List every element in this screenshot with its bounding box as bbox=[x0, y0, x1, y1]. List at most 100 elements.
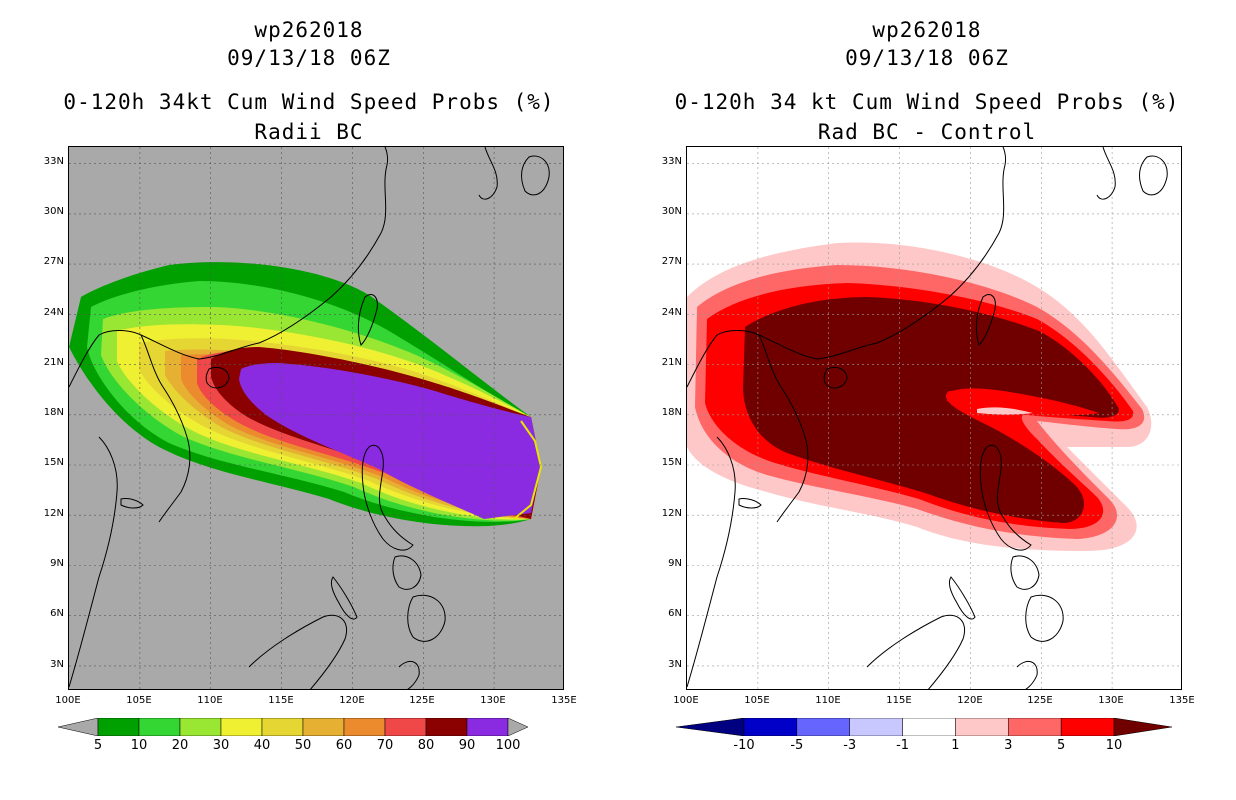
palawan bbox=[330, 576, 358, 620]
thailand-peninsula bbox=[69, 436, 118, 688]
colorbar-swatch bbox=[955, 718, 1009, 736]
map-canvas bbox=[69, 147, 563, 689]
colorbar-swatch bbox=[138, 718, 181, 736]
lon-label: 125E bbox=[1027, 695, 1053, 706]
colorbar bbox=[676, 718, 1172, 736]
lon-label: 135E bbox=[551, 695, 577, 706]
map-canvas bbox=[687, 147, 1181, 689]
colorbar-left-arrow bbox=[676, 718, 745, 736]
chart-title: 0-120h 34kt Cum Wind Speed Probs (%) bbox=[63, 90, 555, 114]
colorbar-swatch bbox=[384, 718, 427, 736]
coastlines bbox=[687, 147, 1168, 689]
hainan bbox=[205, 366, 230, 389]
colorbar-swatch bbox=[179, 718, 222, 736]
colorbar-tick-label: 5 bbox=[1057, 738, 1066, 753]
colorbar-swatch bbox=[743, 718, 798, 736]
colorbar-right-arrow bbox=[1113, 718, 1172, 736]
colorbar-tick-label: 70 bbox=[376, 738, 394, 753]
chart-subtitle: Radii BC bbox=[254, 120, 364, 144]
coastlines bbox=[69, 147, 550, 689]
lon-label: 100E bbox=[55, 695, 81, 706]
vietnam-coast bbox=[140, 334, 191, 523]
hainan bbox=[823, 366, 848, 389]
chart-title: 0-120h 34 kt Cum Wind Speed Probs (%) bbox=[674, 90, 1180, 114]
cambodia-lake bbox=[120, 498, 144, 509]
mindanao bbox=[1025, 594, 1064, 642]
colorbar-tick-label: 50 bbox=[294, 738, 312, 753]
diff-gap-inner bbox=[977, 407, 1033, 415]
lon-label: 120E bbox=[339, 695, 365, 706]
colorbar-tick-label: 10 bbox=[130, 738, 148, 753]
colorbar-tick-label: 100 bbox=[495, 738, 521, 753]
korea-coast bbox=[478, 147, 498, 200]
grid-lines bbox=[687, 147, 1181, 689]
colorbar-tick-label: 90 bbox=[458, 738, 476, 753]
datetime: 09/13/18 06Z bbox=[227, 46, 391, 70]
diff-gap bbox=[947, 388, 1099, 416]
prob-band-100 bbox=[239, 363, 541, 519]
lat-label: 27N bbox=[43, 256, 64, 267]
colorbar-swatch bbox=[796, 718, 850, 736]
colorbar-tick-label: 60 bbox=[335, 738, 353, 753]
luzon bbox=[361, 444, 414, 551]
lon-label: 125E bbox=[409, 695, 435, 706]
colorbar-swatch bbox=[220, 718, 263, 736]
mindanao bbox=[407, 594, 446, 642]
lon-label: 115E bbox=[886, 695, 912, 706]
visayas bbox=[1010, 555, 1040, 590]
lat-label: 9N bbox=[668, 558, 682, 569]
sulawesi bbox=[1016, 660, 1038, 689]
lon-label: 110E bbox=[815, 695, 841, 706]
lon-label: 100E bbox=[673, 695, 699, 706]
lat-label: 6N bbox=[668, 608, 682, 619]
colorbar-left-arrow bbox=[58, 718, 99, 736]
left-panel: wp262018 09/13/18 06Z 0-120h 34kt Cum Wi… bbox=[43, 18, 577, 753]
lon-label: 115E bbox=[268, 695, 294, 706]
japan-kyushu bbox=[521, 155, 550, 196]
lat-label: 18N bbox=[661, 407, 682, 418]
lat-label: 21N bbox=[43, 357, 64, 368]
colorbar-tick-label: -1 bbox=[896, 738, 910, 753]
colorbar-tick-label: -5 bbox=[790, 738, 804, 753]
lat-label: 15N bbox=[43, 457, 64, 468]
lat-label: 27N bbox=[661, 256, 682, 267]
colorbar-tick-label: 30 bbox=[212, 738, 230, 753]
storm-id: wp262018 bbox=[872, 18, 982, 42]
colorbar-swatch bbox=[261, 718, 304, 736]
colorbar-swatch bbox=[343, 718, 386, 736]
borneo bbox=[866, 614, 965, 689]
colorbar-swatch bbox=[97, 718, 140, 736]
lat-label: 24N bbox=[43, 307, 64, 318]
colorbar-segments bbox=[97, 718, 509, 736]
difference-map bbox=[686, 146, 1182, 690]
lon-label: 135E bbox=[1169, 695, 1195, 706]
colorbar-swatch bbox=[1008, 718, 1062, 736]
chart-subtitle: Rad BC - Control bbox=[817, 120, 1037, 144]
colorbar-right-arrow bbox=[507, 718, 528, 736]
lat-label: 33N bbox=[43, 156, 64, 167]
lat-label: 9N bbox=[50, 558, 64, 569]
datetime: 09/13/18 06Z bbox=[845, 46, 1009, 70]
diff-band-10 bbox=[743, 297, 1119, 523]
lat-label: 30N bbox=[43, 206, 64, 217]
lat-label: 18N bbox=[43, 407, 64, 418]
lon-label: 130E bbox=[480, 695, 506, 706]
lat-label: 12N bbox=[661, 508, 682, 519]
lat-label: 6N bbox=[50, 608, 64, 619]
lat-label: 3N bbox=[50, 659, 64, 670]
lat-label: 21N bbox=[661, 357, 682, 368]
colorbar-tick-label: 3 bbox=[1004, 738, 1013, 753]
japan-kyushu bbox=[1139, 155, 1168, 196]
lon-label: 120E bbox=[957, 695, 983, 706]
lat-label: 24N bbox=[661, 307, 682, 318]
lon-label: 105E bbox=[744, 695, 770, 706]
china-coast bbox=[687, 147, 1007, 388]
palawan bbox=[948, 576, 976, 620]
storm-id: wp262018 bbox=[254, 18, 364, 42]
china-coast bbox=[69, 147, 389, 388]
colorbar-tick-label: -10 bbox=[733, 738, 755, 753]
vietnam-coast bbox=[758, 334, 809, 523]
colorbar-swatch bbox=[466, 718, 509, 736]
colorbar-swatch bbox=[849, 718, 903, 736]
cambodia-lake bbox=[738, 498, 762, 509]
